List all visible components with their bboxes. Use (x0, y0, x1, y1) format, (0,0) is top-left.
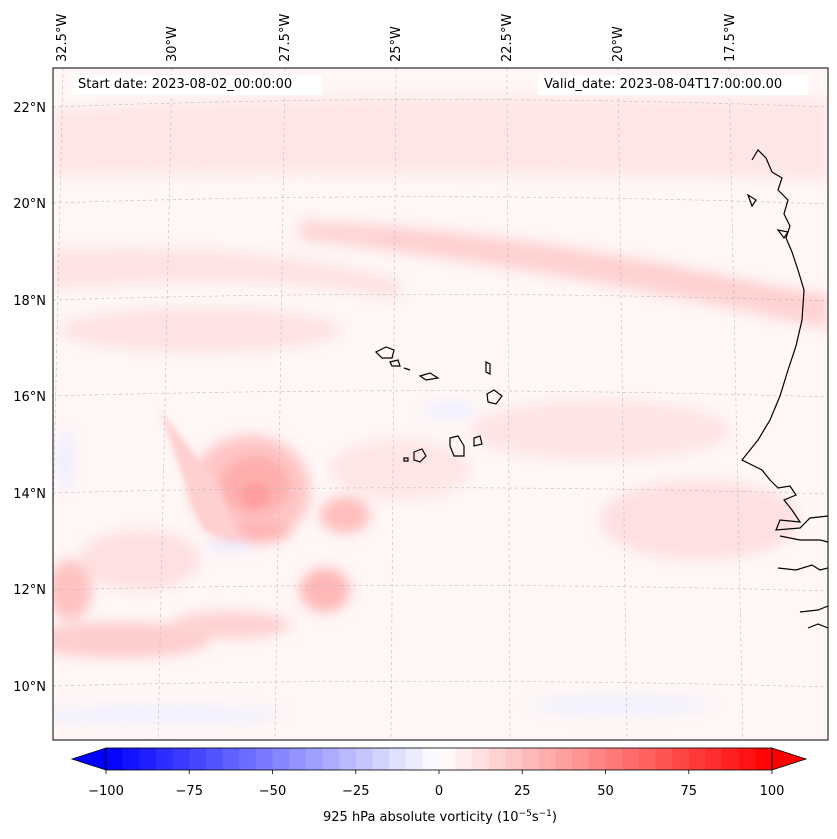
colorbar-cell (305, 748, 323, 770)
colorbar-cell (672, 748, 690, 770)
start-date-text: Start date: 2023-08-02_00:00:00 (78, 77, 293, 92)
colorbar-cell (239, 748, 257, 770)
valid-date-label: Valid_date: 2023-08-04T17:00:00.00 (538, 75, 808, 95)
colorbar-cell (722, 748, 740, 770)
colorbar-cell (172, 748, 190, 770)
coastlines (741, 149, 828, 629)
colorbar-cell (522, 748, 540, 770)
colorbar-cell (688, 748, 706, 770)
cape-verde-islands (374, 346, 503, 463)
colorbar-ticks: −100 −75 −50 −25 0 25 50 75 100 (88, 770, 784, 799)
colorbar-cell (605, 748, 623, 770)
colorbar: −100 −75 −50 −25 0 25 50 75 100 925 hPa absolute… (70, 747, 808, 825)
colorbar-tick-label: 0 (435, 784, 443, 799)
colorbar-cell (622, 748, 640, 770)
colorbar-tick-label: 25 (514, 784, 531, 799)
lat-label: 20°N (13, 197, 46, 212)
colorbar-tick-label: 50 (597, 784, 614, 799)
colorbar-cell (139, 748, 157, 770)
colorbar-cell (372, 748, 390, 770)
colorbar-cell (488, 748, 507, 770)
lat-label: 14°N (13, 487, 46, 502)
colorbar-cell (655, 748, 673, 770)
colorbar-cell (638, 748, 656, 770)
lon-label: 20°W (611, 26, 626, 62)
colorbar-tick-label: −25 (342, 784, 369, 799)
colorbar-tick-label: 100 (760, 784, 785, 799)
colorbar-cells (106, 748, 773, 770)
lat-label: 22°N (13, 101, 46, 116)
colorbar-cell (155, 748, 174, 770)
colorbar-cell (272, 748, 290, 770)
colorbar-label: 925 hPa absolute vorticity (10−5s−1) (323, 809, 557, 825)
colorbar-tick-label: −75 (176, 784, 203, 799)
colorbar-tick-label: −100 (88, 784, 124, 799)
colorbar-cell (755, 748, 773, 770)
lon-label: 32.5°W (55, 14, 70, 62)
vorticity-field (53, 68, 828, 740)
colorbar-cell (705, 748, 723, 770)
colorbar-cell (189, 748, 207, 770)
colorbar-cell (505, 748, 523, 770)
lon-label: 27.5°W (278, 14, 293, 62)
lat-label: 16°N (13, 390, 46, 405)
colorbar-cell (122, 748, 140, 770)
colorbar-cell (472, 748, 490, 770)
start-date-label: Start date: 2023-08-02_00:00:00 (72, 75, 322, 95)
colorbar-tick-label: 75 (680, 784, 697, 799)
colorbar-cell (389, 748, 407, 770)
colorbar-cell (339, 748, 357, 770)
lon-label: 17.5°W (723, 14, 738, 62)
colorbar-cell (205, 748, 224, 770)
colorbar-cell (405, 748, 423, 770)
lat-label: 18°N (13, 294, 46, 309)
colorbar-cell (289, 748, 307, 770)
lat-label: 10°N (13, 680, 46, 695)
lon-label: 30°W (165, 26, 180, 62)
lat-label: 12°N (13, 583, 46, 598)
colorbar-max-extend (771, 747, 808, 771)
colorbar-cell (538, 748, 557, 770)
colorbar-cell (422, 748, 440, 770)
colorbar-cell (322, 748, 340, 770)
lon-label: 25°W (389, 26, 404, 62)
colorbar-min-extend (70, 747, 107, 771)
colorbar-cell (455, 748, 473, 770)
colorbar-cell (572, 748, 590, 770)
graticule (53, 68, 828, 740)
latitude-labels: 22°N 20°N 18°N 16°N 14°N 12°N 10°N (13, 101, 46, 695)
colorbar-cell (439, 748, 457, 770)
colorbar-cell (106, 748, 124, 770)
map-frame (52, 67, 829, 741)
lon-label: 22.5°W (500, 14, 515, 62)
longitude-labels: 32.5°W 30°W 27.5°W 25°W 22.5°W 20°W 17.5… (55, 14, 738, 62)
colorbar-cell (555, 748, 573, 770)
colorbar-cell (255, 748, 273, 770)
colorbar-tick-label: −50 (259, 784, 286, 799)
valid-date-text: Valid_date: 2023-08-04T17:00:00.00 (544, 77, 783, 92)
colorbar-cell (222, 748, 240, 770)
colorbar-cell (588, 748, 606, 770)
colorbar-cell (355, 748, 373, 770)
colorbar-cell (738, 748, 756, 770)
africa-coastline (741, 149, 828, 531)
